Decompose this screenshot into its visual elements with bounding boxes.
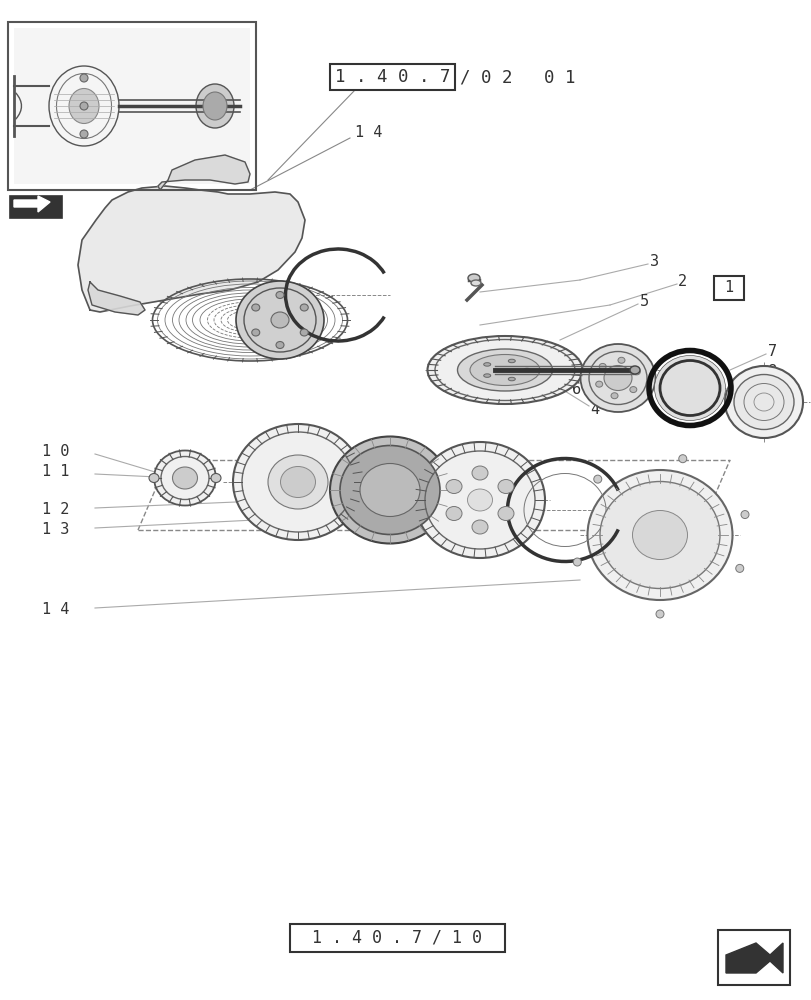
Ellipse shape bbox=[471, 520, 487, 534]
Text: 2: 2 bbox=[677, 274, 686, 290]
Text: 8: 8 bbox=[767, 364, 776, 379]
Ellipse shape bbox=[414, 442, 544, 558]
Ellipse shape bbox=[271, 312, 289, 328]
Text: 4: 4 bbox=[590, 402, 599, 418]
Ellipse shape bbox=[508, 377, 515, 381]
Text: 1 4: 1 4 bbox=[354, 125, 382, 140]
Polygon shape bbox=[14, 196, 50, 212]
Ellipse shape bbox=[508, 359, 515, 363]
Circle shape bbox=[80, 130, 88, 138]
Ellipse shape bbox=[471, 466, 487, 480]
Text: 5: 5 bbox=[639, 294, 648, 310]
Circle shape bbox=[80, 102, 88, 110]
Ellipse shape bbox=[470, 355, 539, 385]
Ellipse shape bbox=[276, 342, 284, 349]
Ellipse shape bbox=[497, 506, 513, 520]
Bar bbox=[8, 22, 255, 190]
Circle shape bbox=[740, 511, 748, 519]
Ellipse shape bbox=[276, 292, 284, 298]
Ellipse shape bbox=[599, 363, 606, 369]
Bar bbox=[10, 196, 62, 218]
Text: 3: 3 bbox=[649, 254, 659, 269]
Text: 9: 9 bbox=[767, 384, 776, 399]
Ellipse shape bbox=[340, 446, 440, 534]
Text: 7: 7 bbox=[767, 344, 776, 360]
Circle shape bbox=[735, 564, 743, 572]
Ellipse shape bbox=[251, 329, 260, 336]
Bar bbox=[329, 64, 454, 90]
Text: 1 3: 1 3 bbox=[42, 522, 69, 538]
Text: 1 . 4 0 . 7 / 1 0: 1 . 4 0 . 7 / 1 0 bbox=[312, 929, 482, 947]
Text: 1 0: 1 0 bbox=[42, 444, 69, 460]
Ellipse shape bbox=[359, 464, 419, 516]
Text: 1 2: 1 2 bbox=[42, 502, 69, 518]
Ellipse shape bbox=[467, 489, 492, 511]
Text: 6: 6 bbox=[571, 382, 581, 397]
Circle shape bbox=[573, 558, 581, 566]
Ellipse shape bbox=[497, 480, 513, 493]
Text: / 0 2   0 1: / 0 2 0 1 bbox=[460, 68, 575, 86]
Ellipse shape bbox=[654, 356, 724, 420]
Ellipse shape bbox=[148, 474, 159, 483]
Circle shape bbox=[593, 475, 601, 483]
Ellipse shape bbox=[610, 393, 617, 399]
Ellipse shape bbox=[280, 466, 315, 497]
Ellipse shape bbox=[300, 329, 308, 336]
Ellipse shape bbox=[445, 506, 461, 520]
Bar bbox=[290, 924, 504, 952]
Ellipse shape bbox=[580, 344, 654, 412]
Ellipse shape bbox=[300, 304, 308, 311]
Ellipse shape bbox=[733, 374, 793, 430]
Polygon shape bbox=[88, 282, 145, 315]
Polygon shape bbox=[725, 943, 782, 973]
Ellipse shape bbox=[629, 387, 636, 393]
Ellipse shape bbox=[268, 455, 328, 509]
Ellipse shape bbox=[603, 365, 631, 390]
Ellipse shape bbox=[633, 369, 640, 375]
Polygon shape bbox=[158, 155, 250, 190]
Text: 1 4: 1 4 bbox=[42, 602, 69, 617]
Ellipse shape bbox=[632, 510, 687, 560]
Ellipse shape bbox=[523, 368, 530, 372]
Bar bbox=[14, 28, 250, 184]
Ellipse shape bbox=[329, 436, 449, 544]
Ellipse shape bbox=[427, 336, 581, 404]
Circle shape bbox=[678, 455, 686, 463]
Ellipse shape bbox=[154, 450, 216, 506]
Ellipse shape bbox=[69, 89, 99, 124]
Text: 1: 1 bbox=[723, 280, 732, 296]
FancyArrowPatch shape bbox=[16, 93, 21, 119]
Polygon shape bbox=[78, 186, 305, 312]
Ellipse shape bbox=[445, 480, 461, 493]
Circle shape bbox=[655, 610, 663, 618]
Ellipse shape bbox=[211, 474, 221, 483]
Ellipse shape bbox=[233, 424, 363, 540]
Ellipse shape bbox=[251, 304, 260, 311]
Ellipse shape bbox=[595, 381, 602, 387]
Ellipse shape bbox=[599, 482, 719, 588]
Ellipse shape bbox=[172, 467, 197, 489]
Text: 1 . 4 0 . 7: 1 . 4 0 . 7 bbox=[334, 68, 449, 86]
Ellipse shape bbox=[457, 349, 551, 391]
Ellipse shape bbox=[203, 92, 227, 120]
Ellipse shape bbox=[195, 84, 234, 128]
Circle shape bbox=[80, 74, 88, 82]
Bar bbox=[713, 276, 743, 300]
Ellipse shape bbox=[236, 281, 324, 359]
Ellipse shape bbox=[467, 274, 479, 282]
Ellipse shape bbox=[587, 470, 732, 600]
Text: 1 1: 1 1 bbox=[42, 464, 69, 480]
Ellipse shape bbox=[483, 363, 490, 366]
Ellipse shape bbox=[629, 366, 639, 374]
Bar bbox=[717, 930, 789, 985]
Ellipse shape bbox=[470, 280, 480, 286]
Ellipse shape bbox=[483, 374, 490, 377]
Ellipse shape bbox=[724, 366, 802, 438]
Ellipse shape bbox=[617, 357, 624, 363]
